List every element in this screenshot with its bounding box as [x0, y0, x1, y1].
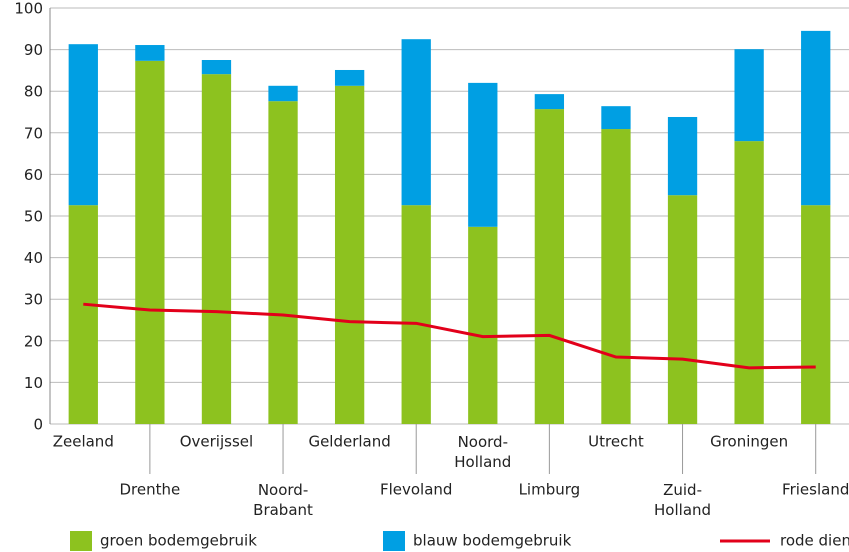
y-tick-label: 90	[24, 41, 43, 59]
x-tick-label: Limburg	[519, 481, 581, 499]
bar-segment	[401, 205, 431, 424]
x-tick-label: Gelderland	[308, 433, 390, 451]
y-tick-label: 40	[24, 249, 43, 267]
x-tick-label: Utrecht	[588, 433, 644, 451]
label-line: Brabant	[253, 501, 313, 519]
bar-segment	[801, 205, 831, 424]
y-tick-label: 50	[24, 208, 43, 226]
x-tick-label: Friesland	[782, 481, 849, 499]
bar-segment	[268, 85, 298, 102]
bar-segment	[401, 39, 431, 206]
label-line: Noord-	[258, 481, 308, 499]
legend-label: rode diensten	[780, 532, 849, 550]
bar-segment	[135, 45, 165, 61]
bar-segment	[135, 60, 165, 424]
bar-segment	[734, 141, 764, 424]
bar-segment	[334, 85, 365, 425]
x-tick-label: Noord- Holland	[454, 433, 511, 471]
bar-segment	[734, 49, 764, 142]
label-line: Holland	[654, 501, 711, 519]
y-tick-label: 60	[24, 166, 43, 184]
x-tick-label: Zuid- Holland	[654, 481, 711, 519]
x-tick-label: Noord- Brabant	[253, 481, 313, 519]
x-tick-label: Zeeland	[53, 433, 114, 451]
bar-segment	[68, 205, 98, 424]
bar-segment	[601, 129, 631, 424]
line-series	[83, 302, 816, 370]
bar-segment	[534, 94, 565, 110]
bar-segment	[601, 106, 631, 130]
legend-swatch	[70, 531, 92, 551]
label-line: Zuid-	[663, 481, 702, 499]
bar-segment	[534, 109, 565, 424]
label-line: Holland	[454, 453, 511, 471]
bar-segment	[667, 195, 698, 424]
y-tick-label: 70	[24, 124, 43, 142]
y-tick-label: 100	[14, 0, 43, 18]
y-tick-label: 80	[24, 83, 43, 101]
label-line: Noord-	[458, 433, 508, 451]
y-tick-label: 10	[24, 374, 43, 392]
x-tick-label: Groningen	[710, 433, 788, 451]
bar-segment	[201, 60, 232, 75]
x-tick-label: Drenthe	[120, 481, 181, 499]
bar-segment	[468, 226, 498, 424]
bar-segment	[201, 74, 232, 425]
bar-segment	[268, 101, 298, 425]
legend-label: groen bodemgebruik	[100, 532, 257, 550]
y-tick-label: 20	[24, 332, 43, 350]
bar-segment	[334, 69, 365, 86]
y-tick-label: 30	[24, 291, 43, 309]
legend-swatch	[383, 531, 405, 551]
bar-segment	[667, 116, 698, 196]
bar-segment	[68, 44, 98, 206]
legend-label: blauw bodemgebruik	[413, 532, 572, 550]
x-tick-label: Overijssel	[180, 433, 253, 451]
bar-segment	[801, 30, 831, 206]
x-tick-label: Flevoland	[380, 481, 452, 499]
y-tick-label: 0	[33, 416, 43, 434]
bar-segment	[468, 82, 498, 227]
